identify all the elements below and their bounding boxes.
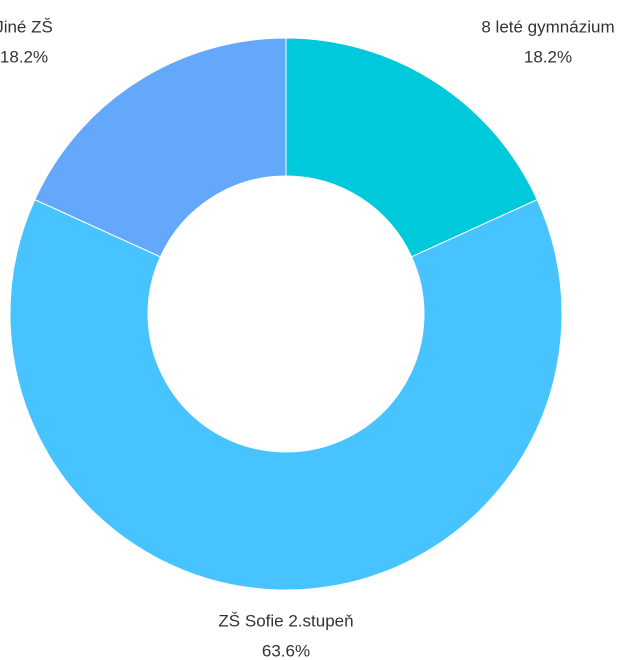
slice	[285, 37, 538, 258]
slice-value: 63.6%	[262, 641, 310, 660]
slice	[9, 198, 563, 591]
slice-label: Jiné ZŠ	[0, 17, 53, 36]
slice-label: 8 leté gymnázium	[481, 17, 614, 36]
slice-value: 18.2%	[524, 47, 572, 66]
slice-value: 18.2%	[0, 47, 48, 66]
slice	[34, 37, 287, 258]
slice-label: ZŠ Sofie 2.stupeň	[218, 611, 353, 630]
